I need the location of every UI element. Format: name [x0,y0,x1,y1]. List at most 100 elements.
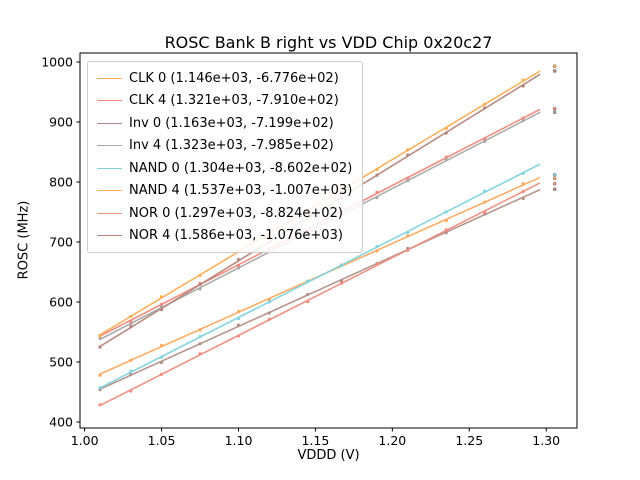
y-tick-label: 900 [49,115,73,130]
legend-label: NAND 4 (1.537e+03, -1.007e+03) [129,183,353,199]
legend-swatch [97,122,122,124]
data-point [483,102,487,106]
legend-swatch [97,100,122,102]
data-point [521,196,525,201]
data-point [406,153,410,157]
x-tick-label: 1.10 [225,433,253,448]
data-point [159,295,164,299]
data-point [98,345,102,349]
data-point [483,106,487,110]
legend-swatch [97,77,122,79]
data-point [406,148,410,152]
data-point [159,355,164,359]
data-point-extra [552,176,557,181]
data-point [444,126,448,131]
legend-swatch [97,235,122,237]
y-axis-label: ROSC (MHz) [16,200,32,280]
data-point [267,311,271,315]
data-point [339,279,344,283]
y-tick-label: 400 [49,415,73,430]
data-point [198,273,202,278]
legend-swatch [97,190,122,192]
data-point [129,373,133,377]
data-point [306,279,310,283]
x-tick-label: 1.25 [455,433,483,448]
data-point [375,249,379,253]
data-point [521,189,525,194]
data-point-extra [552,110,557,115]
legend-item: CLK 0 (1.146e+03, -6.776e+02) [97,67,352,90]
data-point [236,258,241,262]
data-point [375,262,379,266]
data-point [236,334,241,338]
data-point [159,372,164,376]
data-point [444,210,448,214]
data-point [267,300,271,304]
data-point [198,334,202,339]
y-tick-label: 1000 [41,55,73,70]
data-point [339,281,344,285]
data-point [198,328,202,332]
data-point [129,389,133,393]
data-point [339,264,344,268]
y-tick-label: 600 [49,295,73,310]
data-point [521,116,525,120]
data-point [267,317,271,321]
data-point [306,292,310,296]
x-tick-label: 1.20 [378,433,406,448]
data-point-extra [552,107,557,111]
data-point-extra [552,69,557,73]
chart-title: ROSC Bank B right vs VDD Chip 0x20c27 [164,33,493,52]
data-point [98,386,102,390]
data-point [521,182,525,186]
data-point [129,369,133,373]
data-point [159,360,164,365]
data-point [198,287,202,291]
legend-label: Inv 0 (1.163e+03, -7.199e+02) [129,115,334,131]
legend-label: NOR 4 (1.586e+03, -1.076e+03) [129,228,343,244]
data-point [444,157,448,162]
plot-frame [79,52,578,429]
y-tick-label: 500 [49,355,73,370]
series-line-nand-0 [99,163,541,389]
data-point [129,314,133,318]
legend-item: NAND 0 (1.304e+03, -8.602e+02) [97,157,352,180]
data-point [444,131,448,135]
x-tick-label: 1.30 [532,433,560,448]
x-tick-label: 1.15 [301,433,329,448]
data-point [483,210,487,214]
legend-item: NOR 4 (1.586e+03, -1.076e+03) [97,225,352,248]
legend-item: Inv 4 (1.323e+03, -7.985e+02) [97,135,352,158]
data-point [406,234,410,238]
data-point [406,231,410,235]
x-axis-label: VDDD (V) [297,448,360,463]
data-point [521,118,525,123]
data-point [483,200,487,204]
data-point [159,308,164,312]
data-point [444,228,448,232]
legend-item: NOR 0 (1.297e+03, -8.824e+02) [97,202,352,225]
data-point-extra [552,187,557,191]
data-point [98,334,102,338]
legend-label: CLK 0 (1.146e+03, -6.776e+02) [129,70,339,86]
data-point [159,302,164,306]
data-point [375,173,379,177]
legend-label: CLK 4 (1.321e+03, -7.910e+02) [129,93,339,109]
data-point [129,325,133,329]
legend-swatch [97,212,122,214]
data-point [375,244,379,249]
data-point [406,176,410,180]
data-point-extra [552,64,557,68]
data-point [198,342,202,346]
y-tick-label: 700 [49,235,73,250]
legend-item: CLK 4 (1.321e+03, -7.910e+02) [97,90,352,113]
data-point [236,263,241,267]
y-tick-label: 800 [49,175,73,190]
data-point [98,373,102,377]
data-point [483,139,487,144]
data-point-extra [552,172,557,177]
legend-item: Inv 0 (1.163e+03, -7.199e+02) [97,112,352,135]
legend-item: NAND 4 (1.537e+03, -1.007e+03) [97,180,352,203]
data-point [306,300,310,304]
data-point [521,84,525,88]
